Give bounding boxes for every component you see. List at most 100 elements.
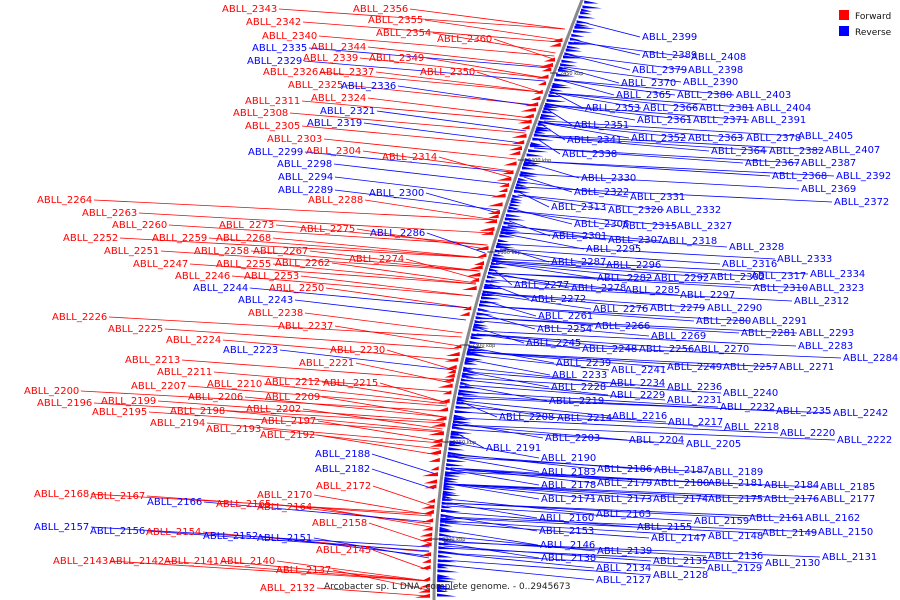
leader-line: [438, 156, 510, 178]
reverse-gene-label: ABLL_2150: [818, 527, 873, 538]
reverse-gene-label: ABLL_2381: [699, 103, 754, 114]
leader-line: [276, 560, 429, 582]
leader-line: [308, 47, 550, 69]
reverse-gene-label: ABLL_2147: [651, 533, 706, 544]
leader-line: [443, 541, 821, 558]
reverse-gene-feature: [438, 542, 453, 546]
reverse-gene-label: ABLL_2351: [574, 120, 629, 131]
reverse-gene-label: ABLL_2131: [822, 552, 877, 563]
leader-line: [489, 285, 793, 302]
reverse-gene-label: ABLL_2149: [762, 528, 817, 539]
reverse-gene-label: ABLL_2159: [694, 516, 749, 527]
reverse-gene-feature: [444, 479, 459, 483]
leader-line: [466, 377, 722, 394]
reverse-gene-label: ABLL_2219: [549, 396, 604, 407]
leader-line: [231, 275, 473, 297]
reverse-gene-label: ABLL_2405: [798, 131, 853, 142]
reverse-gene-feature: [552, 82, 568, 86]
forward-gene-feature: [422, 576, 431, 581]
leader-line: [138, 212, 492, 234]
leader-line: [467, 371, 666, 388]
leader-line: [456, 428, 685, 445]
reverse-gene-label: ABLL_2291: [752, 316, 807, 327]
reverse-gene-label: ABLL_2321: [320, 106, 375, 117]
reverse-gene-label: ABLL_2156: [90, 526, 145, 537]
forward-gene-feature: [442, 390, 452, 395]
forward-gene-label: ABLL_2172: [316, 481, 371, 492]
leader-line: [450, 471, 819, 488]
reverse-gene-feature: [563, 55, 583, 59]
reverse-gene-label: ABLL_2153: [539, 526, 594, 537]
reverse-gene-feature: [560, 63, 578, 67]
reverse-gene-feature: [575, 23, 590, 27]
forward-gene-feature: [421, 526, 433, 531]
leader-line: [189, 263, 476, 285]
leader-line: [372, 485, 433, 507]
reverse-gene-label: ABLL_2279: [650, 303, 705, 314]
reverse-gene-feature: [529, 144, 550, 148]
leader-line: [445, 520, 707, 537]
reverse-gene-label: ABLL_2134: [596, 563, 651, 574]
reverse-gene-feature: [439, 533, 452, 537]
forward-gene-feature: [426, 498, 435, 503]
reverse-gene-feature: [489, 268, 500, 272]
reverse-gene-feature: [463, 368, 476, 372]
leader-line: [300, 275, 473, 297]
leader-line: [481, 313, 536, 330]
reverse-gene-label: ABLL_2187: [654, 465, 709, 476]
forward-gene-label: ABLL_2140: [220, 556, 275, 567]
leader-line: [493, 38, 554, 60]
reverse-gene-label: ABLL_2189: [708, 467, 763, 478]
forward-gene-label: ABLL_2250: [269, 283, 324, 294]
reverse-gene-feature: [512, 194, 524, 198]
reverse-gene-feature: [445, 466, 457, 470]
forward-gene-label: ABLL_2132: [260, 583, 315, 594]
reverse-gene-label: ABLL_2290: [707, 303, 762, 314]
reverse-gene-label: ABLL_2243: [238, 295, 293, 306]
leader-line: [442, 559, 652, 576]
leader-line: [500, 248, 721, 265]
leader-line: [333, 163, 508, 185]
forward-gene-label: ABLL_2212: [265, 377, 320, 388]
forward-gene-label: ABLL_2260: [112, 220, 167, 231]
leader-line: [302, 408, 443, 430]
leader-line: [301, 125, 521, 147]
leader-line: [443, 545, 652, 562]
forward-gene-label: ABLL_2145: [316, 545, 371, 556]
forward-gene-label: ABLL_2164: [257, 502, 312, 513]
reverse-gene-label: ABLL_2234: [610, 378, 665, 389]
reverse-gene-label: ABLL_2310: [753, 283, 808, 294]
reverse-gene-feature: [543, 107, 560, 111]
forward-gene-label: ABLL_2314: [382, 152, 437, 163]
reverse-gene-label: ABLL_2269: [651, 331, 706, 342]
reverse-gene-feature: [444, 473, 461, 477]
gene-labels: ABLL_2343 ABLL_2356 ABLL_2342 ABLL_2355 ABLL…: [24, 4, 898, 594]
reverse-gene-feature: [535, 128, 554, 132]
forward-gene-feature: [431, 422, 446, 427]
leader-line: [528, 162, 580, 179]
reverse-gene-label: ABLL_2155: [637, 522, 692, 533]
leader-line: [301, 100, 530, 122]
leader-line: [244, 396, 445, 418]
leader-line: [472, 351, 778, 368]
forward-gene-label: ABLL_2238: [248, 308, 303, 319]
forward-gene-label: ABLL_2225: [108, 324, 163, 335]
reverse-gene-label: ABLL_2261: [538, 311, 593, 322]
reverse-gene-label: ABLL_2127: [596, 575, 651, 586]
forward-gene-label: ABLL_2168: [34, 489, 89, 500]
forward-gene-label: ABLL_2308: [233, 108, 288, 119]
reverse-gene-feature: [524, 158, 536, 162]
leader-line: [496, 261, 709, 278]
reverse-gene-label: ABLL_2391: [751, 115, 806, 126]
reverse-gene-feature: [460, 381, 471, 385]
legend-reverse-swatch: [839, 26, 849, 36]
leader-line: [226, 410, 443, 432]
reverse-gene-feature: [530, 142, 543, 146]
leader-line: [554, 92, 642, 109]
reverse-gene-label: ABLL_2403: [736, 90, 791, 101]
forward-gene-label: ABLL_2247: [133, 259, 188, 270]
forward-gene-label: ABLL_2339: [303, 53, 358, 64]
reverse-gene-feature: [465, 357, 484, 361]
reverse-gene-feature: [499, 234, 515, 238]
forward-gene-feature: [419, 532, 433, 537]
